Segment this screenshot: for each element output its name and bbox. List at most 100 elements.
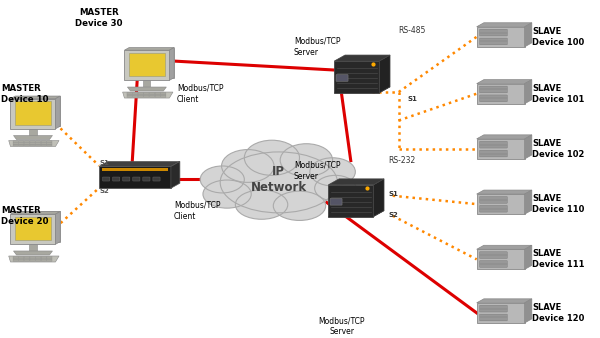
- FancyBboxPatch shape: [24, 144, 29, 146]
- FancyBboxPatch shape: [47, 144, 52, 146]
- FancyBboxPatch shape: [138, 96, 143, 97]
- FancyBboxPatch shape: [30, 260, 35, 262]
- Ellipse shape: [314, 175, 356, 201]
- FancyBboxPatch shape: [153, 177, 160, 181]
- FancyBboxPatch shape: [47, 258, 52, 260]
- Polygon shape: [524, 299, 532, 323]
- Ellipse shape: [273, 191, 326, 220]
- FancyBboxPatch shape: [35, 141, 41, 143]
- Polygon shape: [15, 101, 50, 125]
- Polygon shape: [10, 212, 60, 214]
- Text: Modbus/TCP
Client: Modbus/TCP Client: [174, 201, 220, 221]
- Ellipse shape: [203, 180, 251, 208]
- FancyBboxPatch shape: [19, 256, 24, 258]
- Polygon shape: [524, 80, 532, 104]
- Text: SLAVE
Device 111: SLAVE Device 111: [532, 249, 585, 269]
- FancyBboxPatch shape: [479, 261, 507, 267]
- FancyBboxPatch shape: [143, 177, 150, 181]
- Polygon shape: [143, 80, 151, 87]
- Text: MASTER
Device 30: MASTER Device 30: [75, 8, 122, 28]
- Polygon shape: [476, 299, 532, 303]
- FancyBboxPatch shape: [133, 177, 140, 181]
- Ellipse shape: [200, 166, 244, 193]
- FancyBboxPatch shape: [30, 142, 35, 144]
- Polygon shape: [8, 141, 59, 147]
- FancyBboxPatch shape: [47, 142, 52, 144]
- Text: S1: S1: [408, 96, 418, 102]
- Polygon shape: [124, 48, 174, 50]
- FancyBboxPatch shape: [479, 314, 507, 321]
- FancyBboxPatch shape: [47, 256, 52, 258]
- FancyBboxPatch shape: [138, 94, 143, 96]
- FancyBboxPatch shape: [479, 305, 507, 312]
- FancyBboxPatch shape: [24, 260, 29, 262]
- FancyBboxPatch shape: [24, 141, 29, 143]
- Text: Modbus/TCP
Server: Modbus/TCP Server: [319, 316, 365, 336]
- Polygon shape: [15, 96, 60, 126]
- Ellipse shape: [280, 144, 332, 176]
- FancyBboxPatch shape: [24, 142, 29, 144]
- Text: S1: S1: [100, 160, 110, 166]
- FancyBboxPatch shape: [122, 177, 130, 181]
- Polygon shape: [476, 135, 532, 139]
- FancyBboxPatch shape: [330, 198, 342, 205]
- Ellipse shape: [220, 152, 337, 213]
- FancyBboxPatch shape: [35, 260, 41, 262]
- Polygon shape: [334, 61, 379, 93]
- FancyBboxPatch shape: [41, 144, 46, 146]
- Polygon shape: [373, 179, 384, 217]
- Polygon shape: [476, 190, 532, 194]
- Polygon shape: [13, 251, 52, 255]
- Text: Modbus/TCP
Server: Modbus/TCP Server: [294, 37, 340, 57]
- Polygon shape: [127, 87, 166, 91]
- Ellipse shape: [310, 158, 355, 186]
- FancyBboxPatch shape: [479, 38, 507, 45]
- FancyBboxPatch shape: [113, 177, 120, 181]
- FancyBboxPatch shape: [41, 142, 46, 144]
- FancyBboxPatch shape: [19, 142, 24, 144]
- Polygon shape: [129, 48, 174, 78]
- Polygon shape: [476, 84, 524, 104]
- Polygon shape: [476, 23, 532, 27]
- Text: SLAVE
Device 120: SLAVE Device 120: [532, 303, 585, 323]
- Polygon shape: [476, 27, 524, 47]
- FancyBboxPatch shape: [479, 86, 507, 93]
- FancyBboxPatch shape: [133, 96, 138, 97]
- Ellipse shape: [221, 150, 274, 183]
- Polygon shape: [10, 96, 60, 99]
- FancyBboxPatch shape: [19, 258, 24, 260]
- FancyBboxPatch shape: [155, 92, 160, 94]
- FancyBboxPatch shape: [103, 177, 110, 181]
- Text: SLAVE
Device 100: SLAVE Device 100: [532, 27, 584, 47]
- Polygon shape: [15, 212, 60, 242]
- FancyBboxPatch shape: [13, 256, 18, 258]
- FancyBboxPatch shape: [13, 260, 18, 262]
- Text: MASTER
Device 10: MASTER Device 10: [1, 84, 49, 103]
- Text: S2: S2: [100, 188, 110, 194]
- Polygon shape: [524, 23, 532, 47]
- FancyBboxPatch shape: [149, 96, 155, 97]
- Polygon shape: [334, 87, 390, 93]
- FancyBboxPatch shape: [138, 92, 143, 94]
- Text: RS-485: RS-485: [398, 26, 425, 34]
- FancyBboxPatch shape: [30, 141, 35, 143]
- Polygon shape: [524, 190, 532, 214]
- FancyBboxPatch shape: [24, 258, 29, 260]
- Polygon shape: [13, 136, 52, 140]
- FancyBboxPatch shape: [149, 92, 155, 94]
- Polygon shape: [99, 162, 180, 167]
- Text: IP
Network: IP Network: [251, 165, 307, 194]
- Polygon shape: [476, 80, 532, 84]
- Polygon shape: [328, 179, 384, 185]
- Polygon shape: [334, 55, 390, 61]
- Polygon shape: [328, 211, 384, 217]
- Ellipse shape: [235, 190, 288, 219]
- Polygon shape: [122, 92, 173, 98]
- FancyBboxPatch shape: [479, 29, 507, 36]
- Polygon shape: [328, 185, 373, 217]
- FancyBboxPatch shape: [479, 252, 507, 259]
- FancyBboxPatch shape: [161, 94, 166, 96]
- FancyBboxPatch shape: [127, 96, 132, 97]
- FancyBboxPatch shape: [19, 144, 24, 146]
- FancyBboxPatch shape: [35, 142, 41, 144]
